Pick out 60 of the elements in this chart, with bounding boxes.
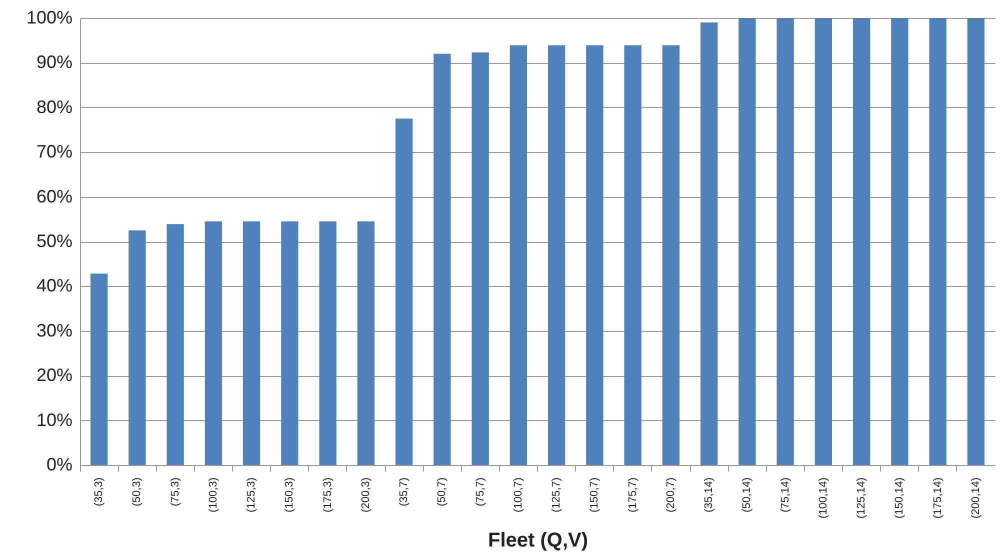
bar: [204, 221, 222, 465]
x-tick-label: (175,14): [932, 478, 944, 518]
x-tick-label: (100,7): [512, 478, 524, 512]
x-tick-label: (150,14): [894, 478, 906, 518]
y-tick-label: 60%: [36, 186, 72, 206]
bar: [814, 18, 832, 465]
x-tick-label: (200,14): [970, 478, 982, 518]
x-tick-label: (125,14): [856, 478, 868, 518]
bar: [776, 18, 794, 465]
y-tick-label: 20%: [36, 365, 72, 386]
x-tick-label: (50,7): [436, 478, 448, 506]
x-tick-label: (175,7): [626, 478, 639, 512]
x-tick-label: (175,3): [322, 478, 334, 512]
y-tick-label: 50%: [36, 231, 72, 251]
bar: [472, 52, 489, 465]
bar: [128, 230, 146, 465]
x-tick-label: (50,3): [131, 478, 144, 506]
bar: [357, 221, 375, 465]
bar: [662, 45, 680, 465]
x-tick-label: (35,14): [703, 478, 716, 512]
y-tick-label: 40%: [36, 276, 72, 296]
x-tick-label: (100,14): [817, 478, 830, 518]
bar: [548, 45, 566, 465]
x-axis-title: Fleet (Q,V): [488, 529, 588, 552]
y-tick-label: 0%: [46, 454, 72, 474]
x-tick-label: (125,3): [246, 478, 258, 512]
x-tick-label: (200,7): [664, 478, 677, 512]
bar: [319, 221, 336, 465]
bar: [929, 18, 946, 465]
bar: [738, 18, 756, 465]
x-tick-label: (100,3): [207, 478, 220, 512]
bar: [242, 221, 260, 465]
y-tick-label: 80%: [36, 96, 72, 117]
x-tick-label: (125,7): [550, 478, 563, 512]
bar: [700, 22, 718, 465]
bar: [434, 54, 451, 465]
y-tick-label: 70%: [36, 142, 72, 162]
x-tick-label: (200,3): [360, 478, 372, 512]
x-tick-label: (35,3): [93, 478, 106, 506]
bar: [967, 18, 985, 465]
y-tick-label: 90%: [36, 52, 72, 72]
x-tick-label: (50,14): [741, 478, 754, 512]
bar: [624, 45, 642, 465]
x-tick-label: (75,3): [169, 478, 182, 506]
x-tick-label: (75,14): [779, 478, 792, 512]
x-tick-label: (75,7): [474, 478, 486, 506]
y-tick-label: 30%: [36, 320, 72, 340]
x-tick-label: (150,7): [588, 478, 601, 512]
y-tick-label: 100%: [26, 8, 72, 28]
bar: [586, 45, 604, 465]
y-tick-label: 10%: [36, 410, 72, 430]
bar: [166, 224, 184, 465]
bar: [510, 45, 528, 465]
bar: [852, 18, 870, 465]
bar: [395, 118, 413, 465]
bar: [891, 18, 908, 465]
x-tick-label: (150,3): [284, 478, 296, 512]
x-tick-label: (35,7): [398, 478, 410, 506]
bar: [90, 274, 108, 465]
bar: [281, 221, 298, 465]
